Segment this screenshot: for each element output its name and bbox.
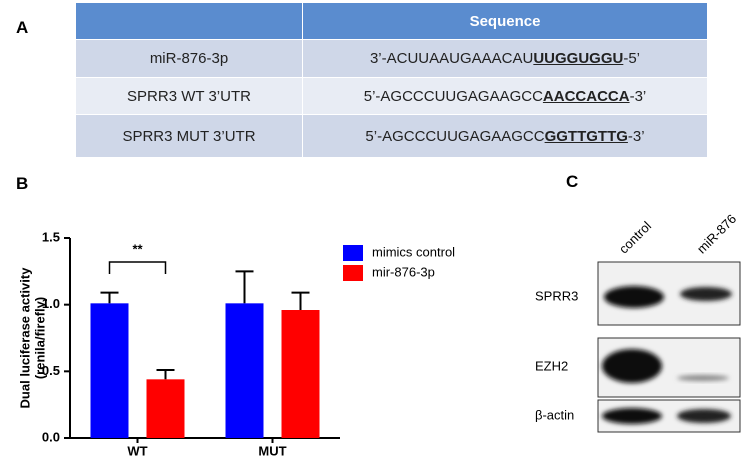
bar bbox=[146, 379, 185, 438]
sequence-suffix: -5’ bbox=[623, 50, 641, 67]
band bbox=[602, 349, 662, 383]
legend-swatch bbox=[343, 245, 363, 261]
binding-site: UUGGUGGU bbox=[533, 50, 624, 67]
row-name: miR-876-3p bbox=[75, 39, 303, 78]
row-label: SPRR3 bbox=[535, 288, 578, 303]
panel-label: A bbox=[16, 18, 29, 37]
panel-label: B bbox=[16, 174, 29, 193]
table-row: SPRR3 MUT 3’UTR 5’-AGCCCUUGAGAAGCCGGTTGTT… bbox=[75, 114, 708, 158]
sequence-prefix: 3’-ACUUAAUGAAACAU bbox=[369, 50, 534, 67]
legend-label: mir-876-3p bbox=[372, 264, 435, 279]
table-row: miR-876-3p 3’-ACUUAAUGAAACAUUUGGUGGU-5’ bbox=[75, 39, 708, 78]
sequence-suffix: -3’ bbox=[629, 87, 647, 105]
sequence-suffix: -3’ bbox=[627, 127, 645, 145]
y-axis-label: Dual luciferase activity bbox=[17, 267, 32, 409]
band bbox=[680, 287, 732, 301]
panel-label: C bbox=[566, 172, 579, 191]
row-name: SPRR3 WT 3’UTR bbox=[75, 77, 303, 115]
y-tick-label: 0.5 bbox=[42, 363, 60, 378]
lane-label: control bbox=[616, 218, 654, 256]
y-axis-label: (renila/firefly) bbox=[32, 297, 47, 379]
annotation: ** bbox=[132, 241, 143, 256]
row-label: EZH2 bbox=[535, 358, 568, 373]
row-name: SPRR3 MUT 3’UTR bbox=[75, 114, 303, 158]
binding-site: AACCACCA bbox=[542, 87, 630, 105]
sequence-cell: 3’-ACUUAAUGAAACAUUUGGUGGU-5’ bbox=[302, 39, 708, 78]
legend-swatch bbox=[343, 265, 363, 281]
significance-bracket bbox=[108, 261, 167, 274]
y-tick-label: 1.5 bbox=[42, 229, 60, 244]
sequence-prefix: 5’-AGCCCUUGAGAAGCC bbox=[365, 127, 545, 145]
sequence-table: Sequence miR-876-3p 3’-ACUUAAUGAAACAUUUGG… bbox=[75, 2, 708, 158]
band bbox=[677, 375, 729, 381]
table-row: SPRR3 WT 3’UTR 5’-AGCCCUUGAGAAGCCAACCACCA… bbox=[75, 77, 708, 115]
y-tick-label: 0.0 bbox=[42, 429, 60, 444]
bar bbox=[90, 303, 129, 438]
legend-label: mimics control bbox=[372, 244, 455, 259]
x-tick-label: WT bbox=[127, 443, 147, 458]
lane-label: miR-876 bbox=[694, 211, 739, 256]
header-cell: Sequence bbox=[302, 2, 708, 40]
band bbox=[604, 286, 664, 308]
band bbox=[677, 409, 731, 423]
row-label: β-actin bbox=[535, 407, 574, 422]
x-tick-label: MUT bbox=[258, 443, 286, 458]
y-tick-label: 1.0 bbox=[42, 296, 60, 311]
sequence-cell: 5’-AGCCCUUGAGAAGCCGGTTGTTG-3’ bbox=[302, 114, 708, 158]
bar bbox=[225, 303, 264, 438]
band bbox=[602, 408, 662, 424]
bar bbox=[281, 310, 320, 438]
blot bbox=[597, 261, 741, 433]
header-cell bbox=[75, 2, 303, 40]
binding-site: GGTTGTTG bbox=[544, 127, 628, 145]
sequence-cell: 5’-AGCCCUUGAGAAGCCAACCACCA-3’ bbox=[302, 77, 708, 115]
sequence-prefix: 5’-AGCCCUUGAGAAGCC bbox=[363, 87, 543, 105]
